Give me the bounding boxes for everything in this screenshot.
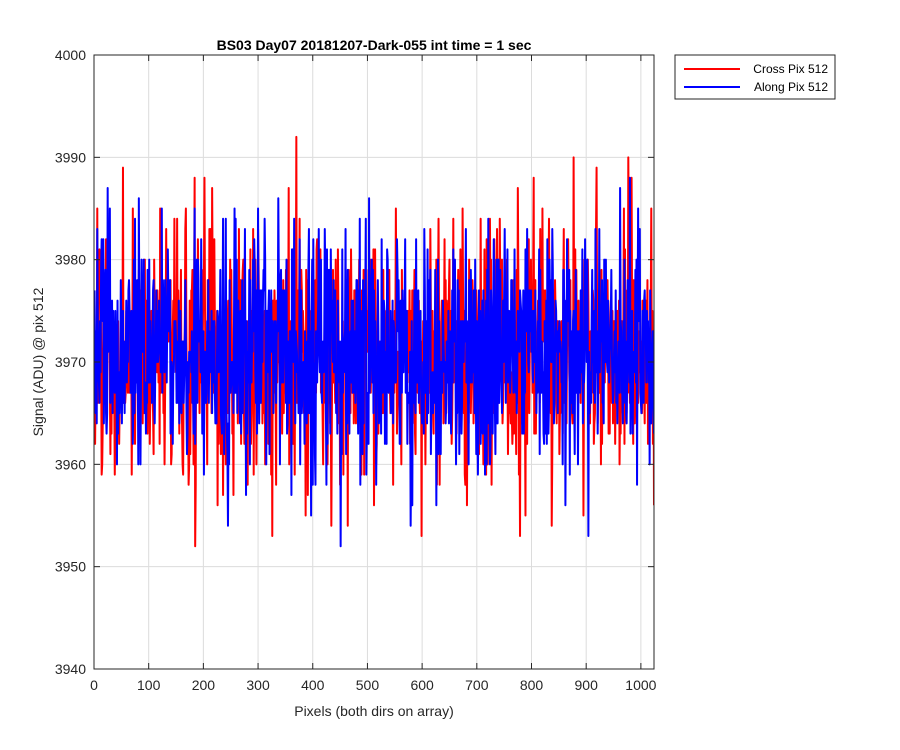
x-tick-label: 100 [137, 677, 161, 693]
chart-title: BS03 Day07 20181207-Dark-055 int time = … [217, 37, 532, 53]
x-tick-label: 1000 [625, 677, 656, 693]
tick-marks [93, 54, 654, 670]
x-tick-label: 600 [410, 677, 434, 693]
legend: Cross Pix 512 Along Pix 512 [674, 54, 836, 100]
y-tick-label: 3940 [55, 661, 86, 677]
series-layer [94, 135, 654, 548]
x-axis-label: Pixels (both dirs on array) [294, 703, 454, 719]
legend-label-along: Along Pix 512 [754, 80, 828, 94]
x-tick-label: 700 [465, 677, 489, 693]
x-tick-label: 800 [520, 677, 544, 693]
y-tick-labels: 3940 3950 3960 3970 3980 3990 4000 [55, 47, 86, 677]
x-tick-labels: 0 100 200 300 400 500 600 700 800 900 1000 [90, 677, 657, 693]
x-tick-label: 200 [192, 677, 216, 693]
legend-box [674, 54, 836, 100]
series-line-1 [94, 176, 654, 548]
x-tick-label: 400 [301, 677, 325, 693]
x-tick-label: 900 [575, 677, 599, 693]
y-tick-label: 3970 [55, 354, 86, 370]
y-tick-label: 3980 [55, 252, 86, 268]
y-axis-label: Signal (ADU) @ pix 512 [30, 287, 46, 436]
x-tick-label: 0 [90, 677, 98, 693]
y-tick-label: 4000 [55, 47, 86, 63]
y-tick-label: 3950 [55, 559, 86, 575]
x-tick-label: 300 [246, 677, 270, 693]
y-tick-label: 3990 [55, 149, 86, 165]
plot-area [93, 54, 655, 670]
y-tick-label: 3960 [55, 456, 86, 472]
legend-label-cross: Cross Pix 512 [753, 62, 828, 76]
x-tick-label: 500 [356, 677, 380, 693]
